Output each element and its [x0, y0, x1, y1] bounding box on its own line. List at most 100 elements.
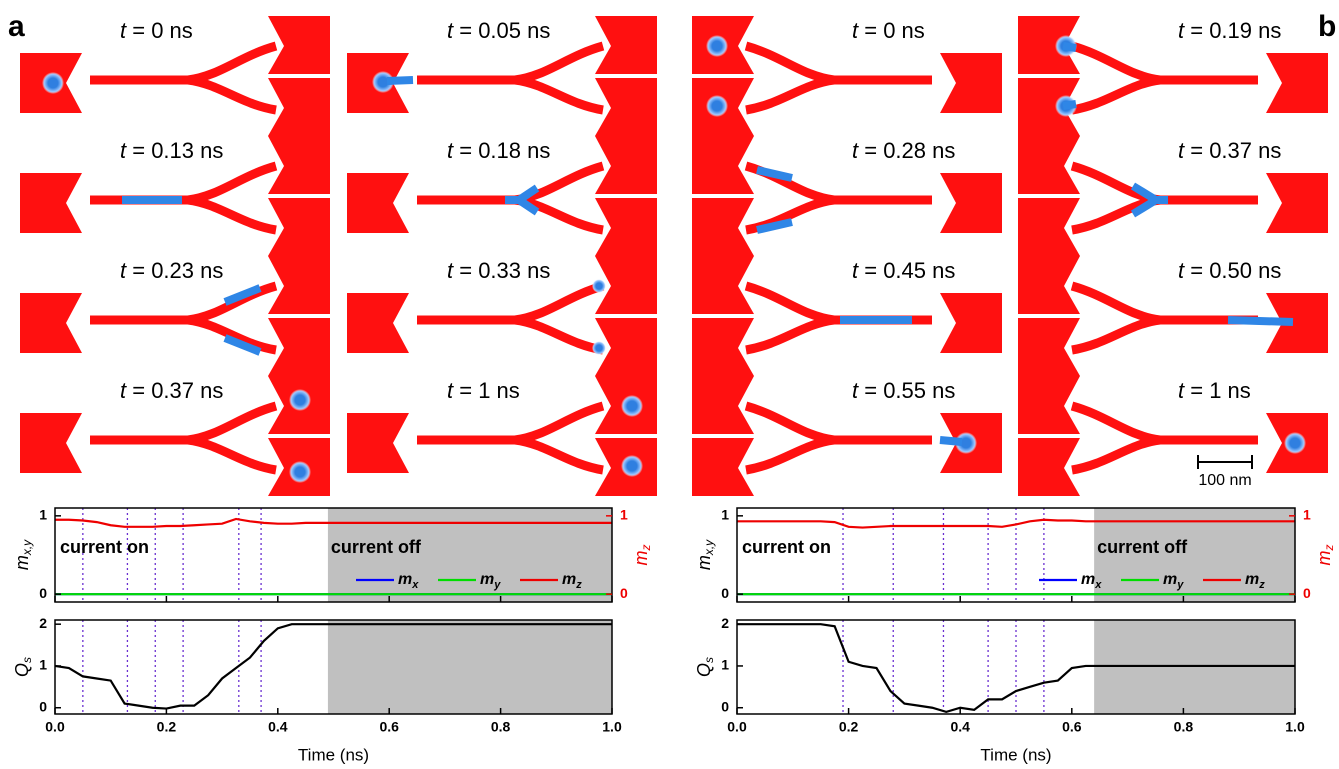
x-tick-label: 0.6 — [1062, 719, 1082, 735]
scale-bar — [1197, 455, 1253, 469]
time-symbol: t — [1178, 378, 1185, 403]
axis-subscript: s — [20, 657, 34, 663]
time-value: = 0.55 ns — [858, 378, 955, 403]
time-label: t = 0.55 ns — [852, 378, 955, 403]
x-tick-label: 0.8 — [1174, 719, 1194, 735]
time-label: t = 0.33 ns — [447, 258, 550, 283]
time-value: = 0.33 ns — [453, 258, 550, 283]
branch — [187, 401, 278, 445]
branch — [744, 41, 835, 85]
domain-streak — [756, 166, 793, 182]
pad — [1018, 318, 1080, 376]
time-value: = 0.13 ns — [126, 138, 223, 163]
panel-label: b — [1318, 10, 1336, 43]
time-value: = 0.18 ns — [453, 138, 550, 163]
pad — [692, 198, 754, 256]
time-label: t = 0.37 ns — [120, 378, 223, 403]
time-symbol: t — [852, 138, 859, 163]
time-symbol: t — [447, 378, 454, 403]
annotation: current off — [1097, 537, 1188, 557]
time-symbol: t — [852, 18, 859, 43]
time-label: t = 0.23 ns — [120, 258, 223, 283]
pad — [20, 173, 82, 233]
domain-streak — [1062, 100, 1077, 110]
pad — [1266, 173, 1328, 233]
pad — [1266, 293, 1328, 353]
branch — [1070, 41, 1161, 85]
shade-region — [1094, 508, 1295, 602]
snapshot — [20, 16, 330, 136]
axis-symbol: m — [1314, 551, 1334, 566]
pad — [268, 136, 330, 194]
snapshot — [20, 376, 330, 496]
snapshot — [1018, 16, 1328, 136]
pad — [595, 78, 657, 136]
time-label: t = 0 ns — [120, 18, 193, 43]
pad — [20, 293, 82, 353]
time-value: = 0.05 ns — [453, 18, 550, 43]
domain-streak — [516, 196, 540, 216]
legend-name: m — [398, 571, 412, 588]
pad — [940, 293, 1002, 353]
branch — [514, 75, 604, 115]
y-tick-label: 0 — [721, 585, 729, 601]
legend-name: m — [1081, 571, 1095, 588]
time-label: t = 0.45 ns — [852, 258, 955, 283]
legend-subscript: x — [411, 579, 419, 591]
time-value: = 0.50 ns — [1184, 258, 1281, 283]
snapshot — [347, 16, 657, 136]
pad — [268, 16, 330, 74]
time-symbol: t — [1178, 18, 1185, 43]
pad — [347, 293, 409, 353]
pad — [268, 318, 330, 376]
time-label: t = 1 ns — [1178, 378, 1251, 403]
snapshot — [1018, 376, 1328, 496]
panel-label: a — [8, 10, 25, 43]
pad — [347, 413, 409, 473]
skyrmion — [592, 279, 606, 293]
pad — [1018, 256, 1080, 314]
snapshot — [347, 256, 657, 376]
branch — [187, 315, 277, 355]
snapshot — [692, 376, 1002, 496]
y-tick-label: 0 — [721, 698, 729, 714]
domain-streak — [386, 76, 414, 85]
snapshot — [692, 16, 1002, 136]
time-value: = 0 ns — [126, 18, 193, 43]
skyrmion — [621, 455, 643, 477]
legend-subscript: y — [493, 579, 501, 591]
pad — [1266, 53, 1328, 113]
branch — [1071, 435, 1161, 475]
branch — [745, 435, 835, 475]
pad — [268, 256, 330, 314]
time-value: = 0.37 ns — [1184, 138, 1281, 163]
branch — [745, 75, 835, 115]
legend-label: mz — [1245, 571, 1265, 591]
axis-label: mz — [1314, 545, 1336, 566]
legend-subscript: z — [1258, 579, 1265, 591]
series-line — [737, 623, 1295, 714]
pad — [595, 136, 657, 194]
annotation: current off — [331, 537, 422, 557]
axis-symbol: m — [694, 555, 714, 570]
y2-tick-label: 1 — [1303, 507, 1311, 523]
plot-frame — [54, 507, 613, 603]
shade-region — [327, 620, 612, 714]
branch — [1070, 281, 1161, 325]
time-symbol: t — [120, 258, 127, 283]
time-value: = 0.45 ns — [858, 258, 955, 283]
axis-symbol: m — [12, 555, 32, 570]
domain-streak — [223, 334, 262, 356]
pad — [1018, 136, 1080, 194]
time-value: = 0.19 ns — [1184, 18, 1281, 43]
branch — [745, 195, 835, 235]
time-symbol: t — [852, 378, 859, 403]
time-label: t = 0.28 ns — [852, 138, 955, 163]
branch — [744, 281, 835, 325]
x-tick-label: 0.8 — [491, 719, 511, 735]
domain-streak — [939, 436, 963, 446]
time-label: t = 0.13 ns — [120, 138, 223, 163]
x-axis-title: Time (ns) — [980, 745, 1051, 764]
x-tick-label: 1.0 — [602, 719, 622, 735]
legend-name: m — [562, 571, 576, 588]
